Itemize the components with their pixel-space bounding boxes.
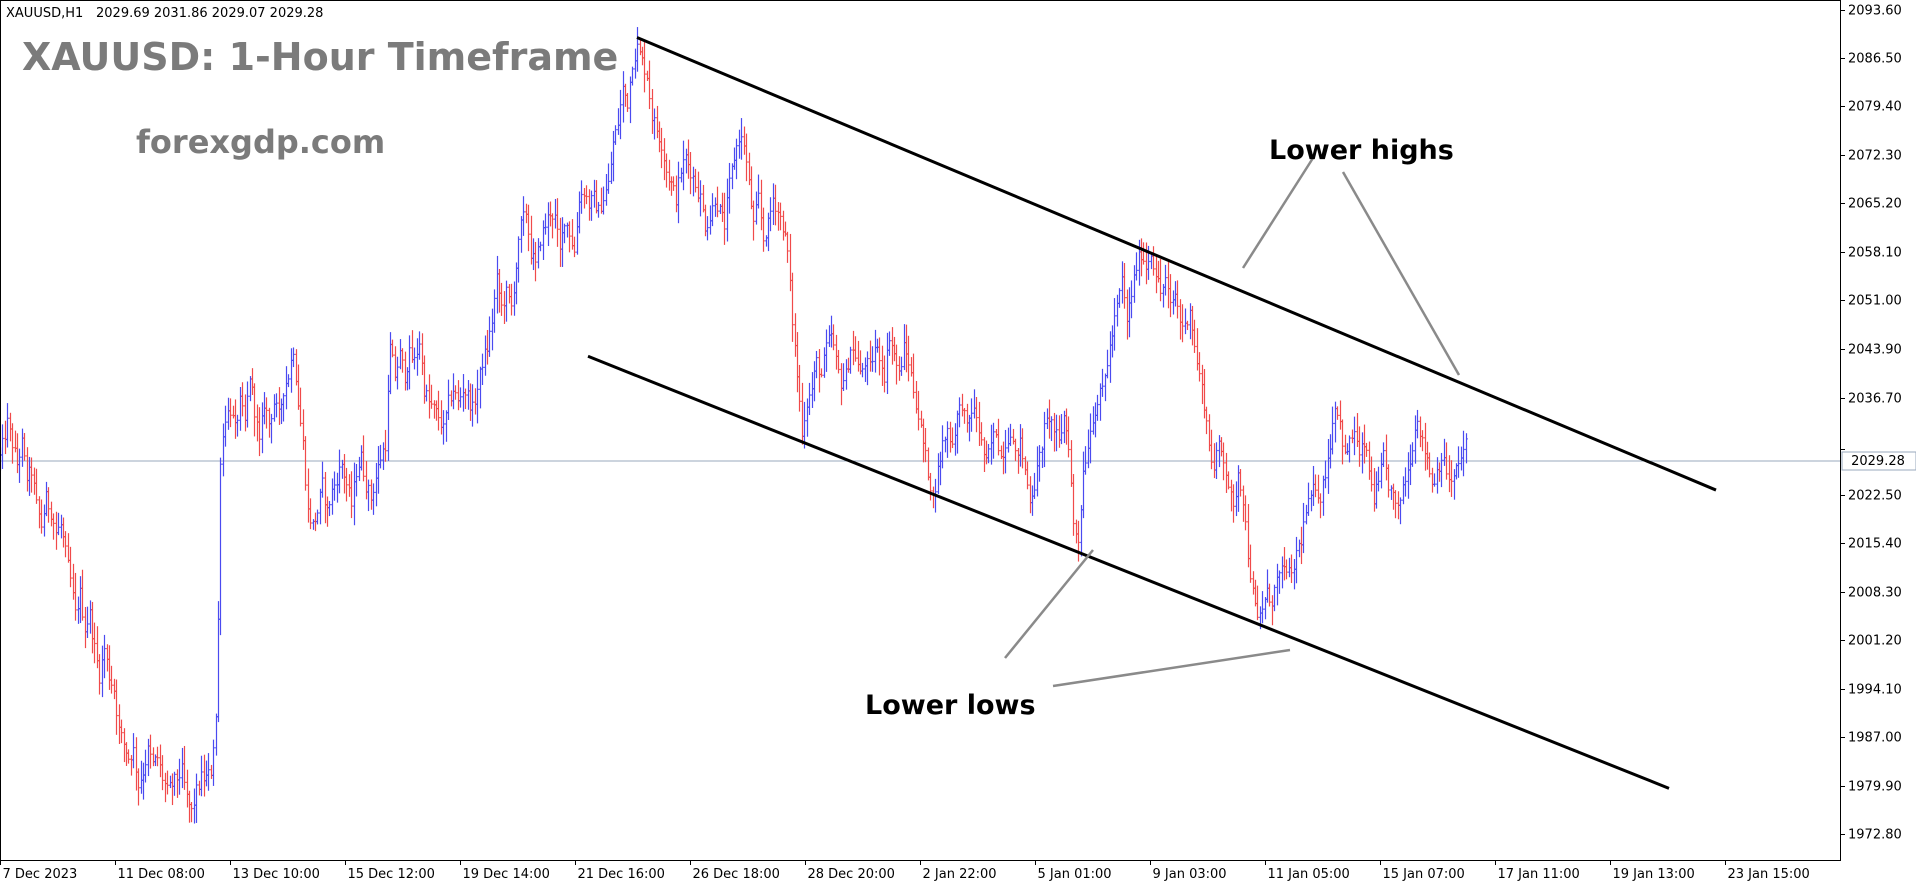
price-tick-label: 2065.20 xyxy=(1848,197,1902,212)
time-tick-label: 13 Dec 10:00 xyxy=(233,867,320,882)
price-tick-label: 1979.90 xyxy=(1848,780,1902,795)
price-tick-label: 2008.30 xyxy=(1848,586,1902,601)
time-tick-label: 7 Dec 2023 xyxy=(3,867,78,882)
symbol-label: XAUUSD,H1 xyxy=(6,6,83,21)
time-tick-label: 19 Jan 13:00 xyxy=(1613,867,1695,882)
lower-highs-label: Lower highs xyxy=(1269,135,1454,166)
price-tick-label: 1987.00 xyxy=(1848,731,1902,746)
time-tick-label: 21 Dec 16:00 xyxy=(578,867,665,882)
time-tick-label: 15 Jan 07:00 xyxy=(1383,867,1465,882)
time-tick-label: 5 Jan 01:00 xyxy=(1038,867,1112,882)
price-tick-label: 2015.40 xyxy=(1848,537,1902,552)
time-tick-label: 11 Dec 08:00 xyxy=(118,867,205,882)
price-tick-label: 2022.50 xyxy=(1848,489,1902,504)
price-tick-label: 2093.60 xyxy=(1848,4,1902,19)
price-tick-label: 2072.30 xyxy=(1848,149,1902,164)
trend-channel xyxy=(587,36,1717,790)
price-tick-label: 1972.80 xyxy=(1848,828,1902,843)
lower-lows-arrow-1 xyxy=(1004,549,1094,659)
chart-title: XAUUSD: 1-Hour Timeframe xyxy=(22,35,618,79)
time-tick-label: 17 Jan 11:00 xyxy=(1498,867,1580,882)
price-tick-label: 2043.90 xyxy=(1848,343,1902,358)
price-tick-label: 1994.10 xyxy=(1848,683,1902,698)
channel-lower-line xyxy=(587,354,1670,790)
time-tick-label: 28 Dec 20:00 xyxy=(808,867,895,882)
website-label: forexgdp.com xyxy=(136,123,385,161)
price-tick-label: 2051.00 xyxy=(1848,294,1902,309)
time-tick-label: 19 Dec 14:00 xyxy=(463,867,550,882)
price-tick-label: 2086.50 xyxy=(1848,52,1902,67)
price-tick-label: 2079.40 xyxy=(1848,100,1902,115)
lower-lows-label: Lower lows xyxy=(865,690,1036,721)
current-price-badge xyxy=(1841,451,1916,471)
time-tick-label: 2 Jan 22:00 xyxy=(923,867,997,882)
price-axis: 2093.60 2086.50 2079.40 2072.30 2065.20 2058.… xyxy=(1840,4,1902,843)
price-tick-label: 2001.20 xyxy=(1848,634,1902,649)
price-tick-label: 2058.10 xyxy=(1848,246,1902,261)
time-axis: 7 Dec 2023 11 Dec 08:00 13 Dec 10:00 15 Dec… xyxy=(0,860,1810,882)
lower-highs-arrow-2 xyxy=(1341,171,1461,376)
current-price-badge-label: 2029.28 xyxy=(1851,454,1905,469)
time-tick-label: 15 Dec 12:00 xyxy=(348,867,435,882)
lower-lows-arrow-2 xyxy=(1052,648,1291,688)
time-tick-label: 11 Jan 05:00 xyxy=(1268,867,1350,882)
time-tick-label: 26 Dec 18:00 xyxy=(693,867,780,882)
channel-upper-line xyxy=(636,36,1717,492)
time-tick-label: 9 Jan 03:00 xyxy=(1153,867,1227,882)
ohlc-values: 2029.69 2031.86 2029.07 2029.28 xyxy=(96,6,323,21)
candlesticks xyxy=(0,27,1468,824)
time-tick-label: 23 Jan 15:00 xyxy=(1728,867,1810,882)
price-tick-label: 2036.70 xyxy=(1848,392,1902,407)
lower-highs-arrow-1 xyxy=(1241,157,1315,269)
